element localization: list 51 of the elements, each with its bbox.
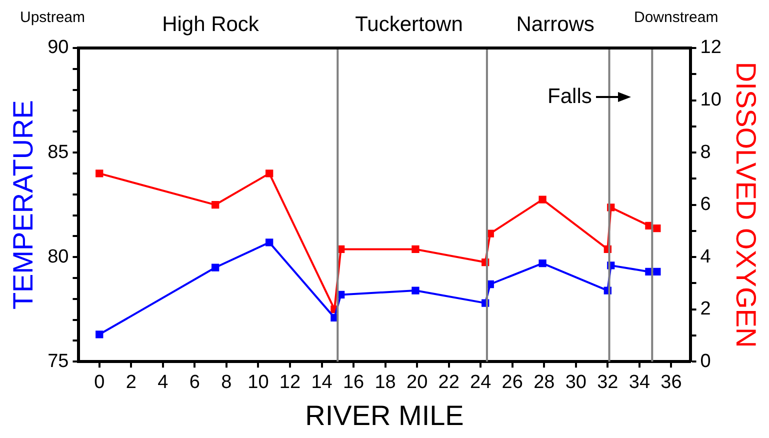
x-tick-label: 32 bbox=[597, 372, 618, 394]
x-tick-label: 26 bbox=[502, 372, 523, 394]
point bbox=[96, 330, 104, 338]
x-tick-label: 34 bbox=[628, 372, 650, 394]
text: Upstream bbox=[20, 9, 86, 26]
x-tick-label: 0 bbox=[94, 372, 105, 394]
x-tick-label: 6 bbox=[189, 372, 200, 394]
x-tick-label: 4 bbox=[158, 372, 169, 394]
point bbox=[412, 286, 420, 294]
point bbox=[653, 268, 661, 276]
x-tick-label: 14 bbox=[311, 372, 333, 394]
point bbox=[212, 264, 220, 272]
point bbox=[653, 224, 661, 232]
y-tick-label: 90 bbox=[48, 37, 69, 58]
point bbox=[538, 260, 546, 268]
point bbox=[266, 170, 274, 178]
x-tick-label: 22 bbox=[438, 372, 460, 394]
text: High Rock bbox=[162, 13, 259, 36]
text: Downstream bbox=[634, 9, 718, 26]
x-tick-label: 28 bbox=[534, 372, 555, 394]
x-tick-label: 2 bbox=[126, 372, 136, 394]
y2-axis-title: DISSOLVED OXYGEN bbox=[730, 62, 762, 348]
y2-tick-label: 10 bbox=[700, 90, 722, 110]
y2-tick-label: 8 bbox=[700, 142, 711, 163]
point bbox=[212, 200, 220, 209]
point bbox=[412, 245, 420, 254]
y-tick-label: 75 bbox=[48, 350, 69, 372]
y-tick-label: 85 bbox=[48, 142, 69, 163]
y2-tick-label: 6 bbox=[700, 194, 711, 216]
text: Narrows bbox=[516, 13, 594, 36]
y2-tick-label: 2 bbox=[700, 298, 711, 320]
y2-tick-label: 12 bbox=[700, 37, 722, 58]
y-axis-title: TEMPERATURE bbox=[8, 100, 39, 310]
x-tick-label: 16 bbox=[342, 372, 364, 394]
x-tick-label: 12 bbox=[279, 372, 301, 394]
point bbox=[538, 196, 546, 204]
y2-tick-label: 4 bbox=[700, 246, 712, 268]
x-tick-label: 10 bbox=[248, 372, 269, 394]
x-tick-label: 30 bbox=[565, 372, 586, 394]
y2-tick-label: 0 bbox=[700, 350, 711, 372]
point bbox=[96, 170, 104, 178]
x-tick-label: 24 bbox=[470, 372, 492, 394]
x-axis-title: RIVER MILE bbox=[305, 400, 464, 431]
x-tick-label: 20 bbox=[406, 372, 428, 394]
y-tick-label: 80 bbox=[48, 246, 69, 268]
x-tick-label: 18 bbox=[374, 372, 396, 394]
point bbox=[266, 238, 274, 246]
text: Tuckertown bbox=[355, 13, 463, 36]
x-tick-label: 36 bbox=[660, 372, 682, 394]
x-tick-label: 8 bbox=[221, 372, 232, 394]
annotation: Falls bbox=[548, 85, 592, 108]
